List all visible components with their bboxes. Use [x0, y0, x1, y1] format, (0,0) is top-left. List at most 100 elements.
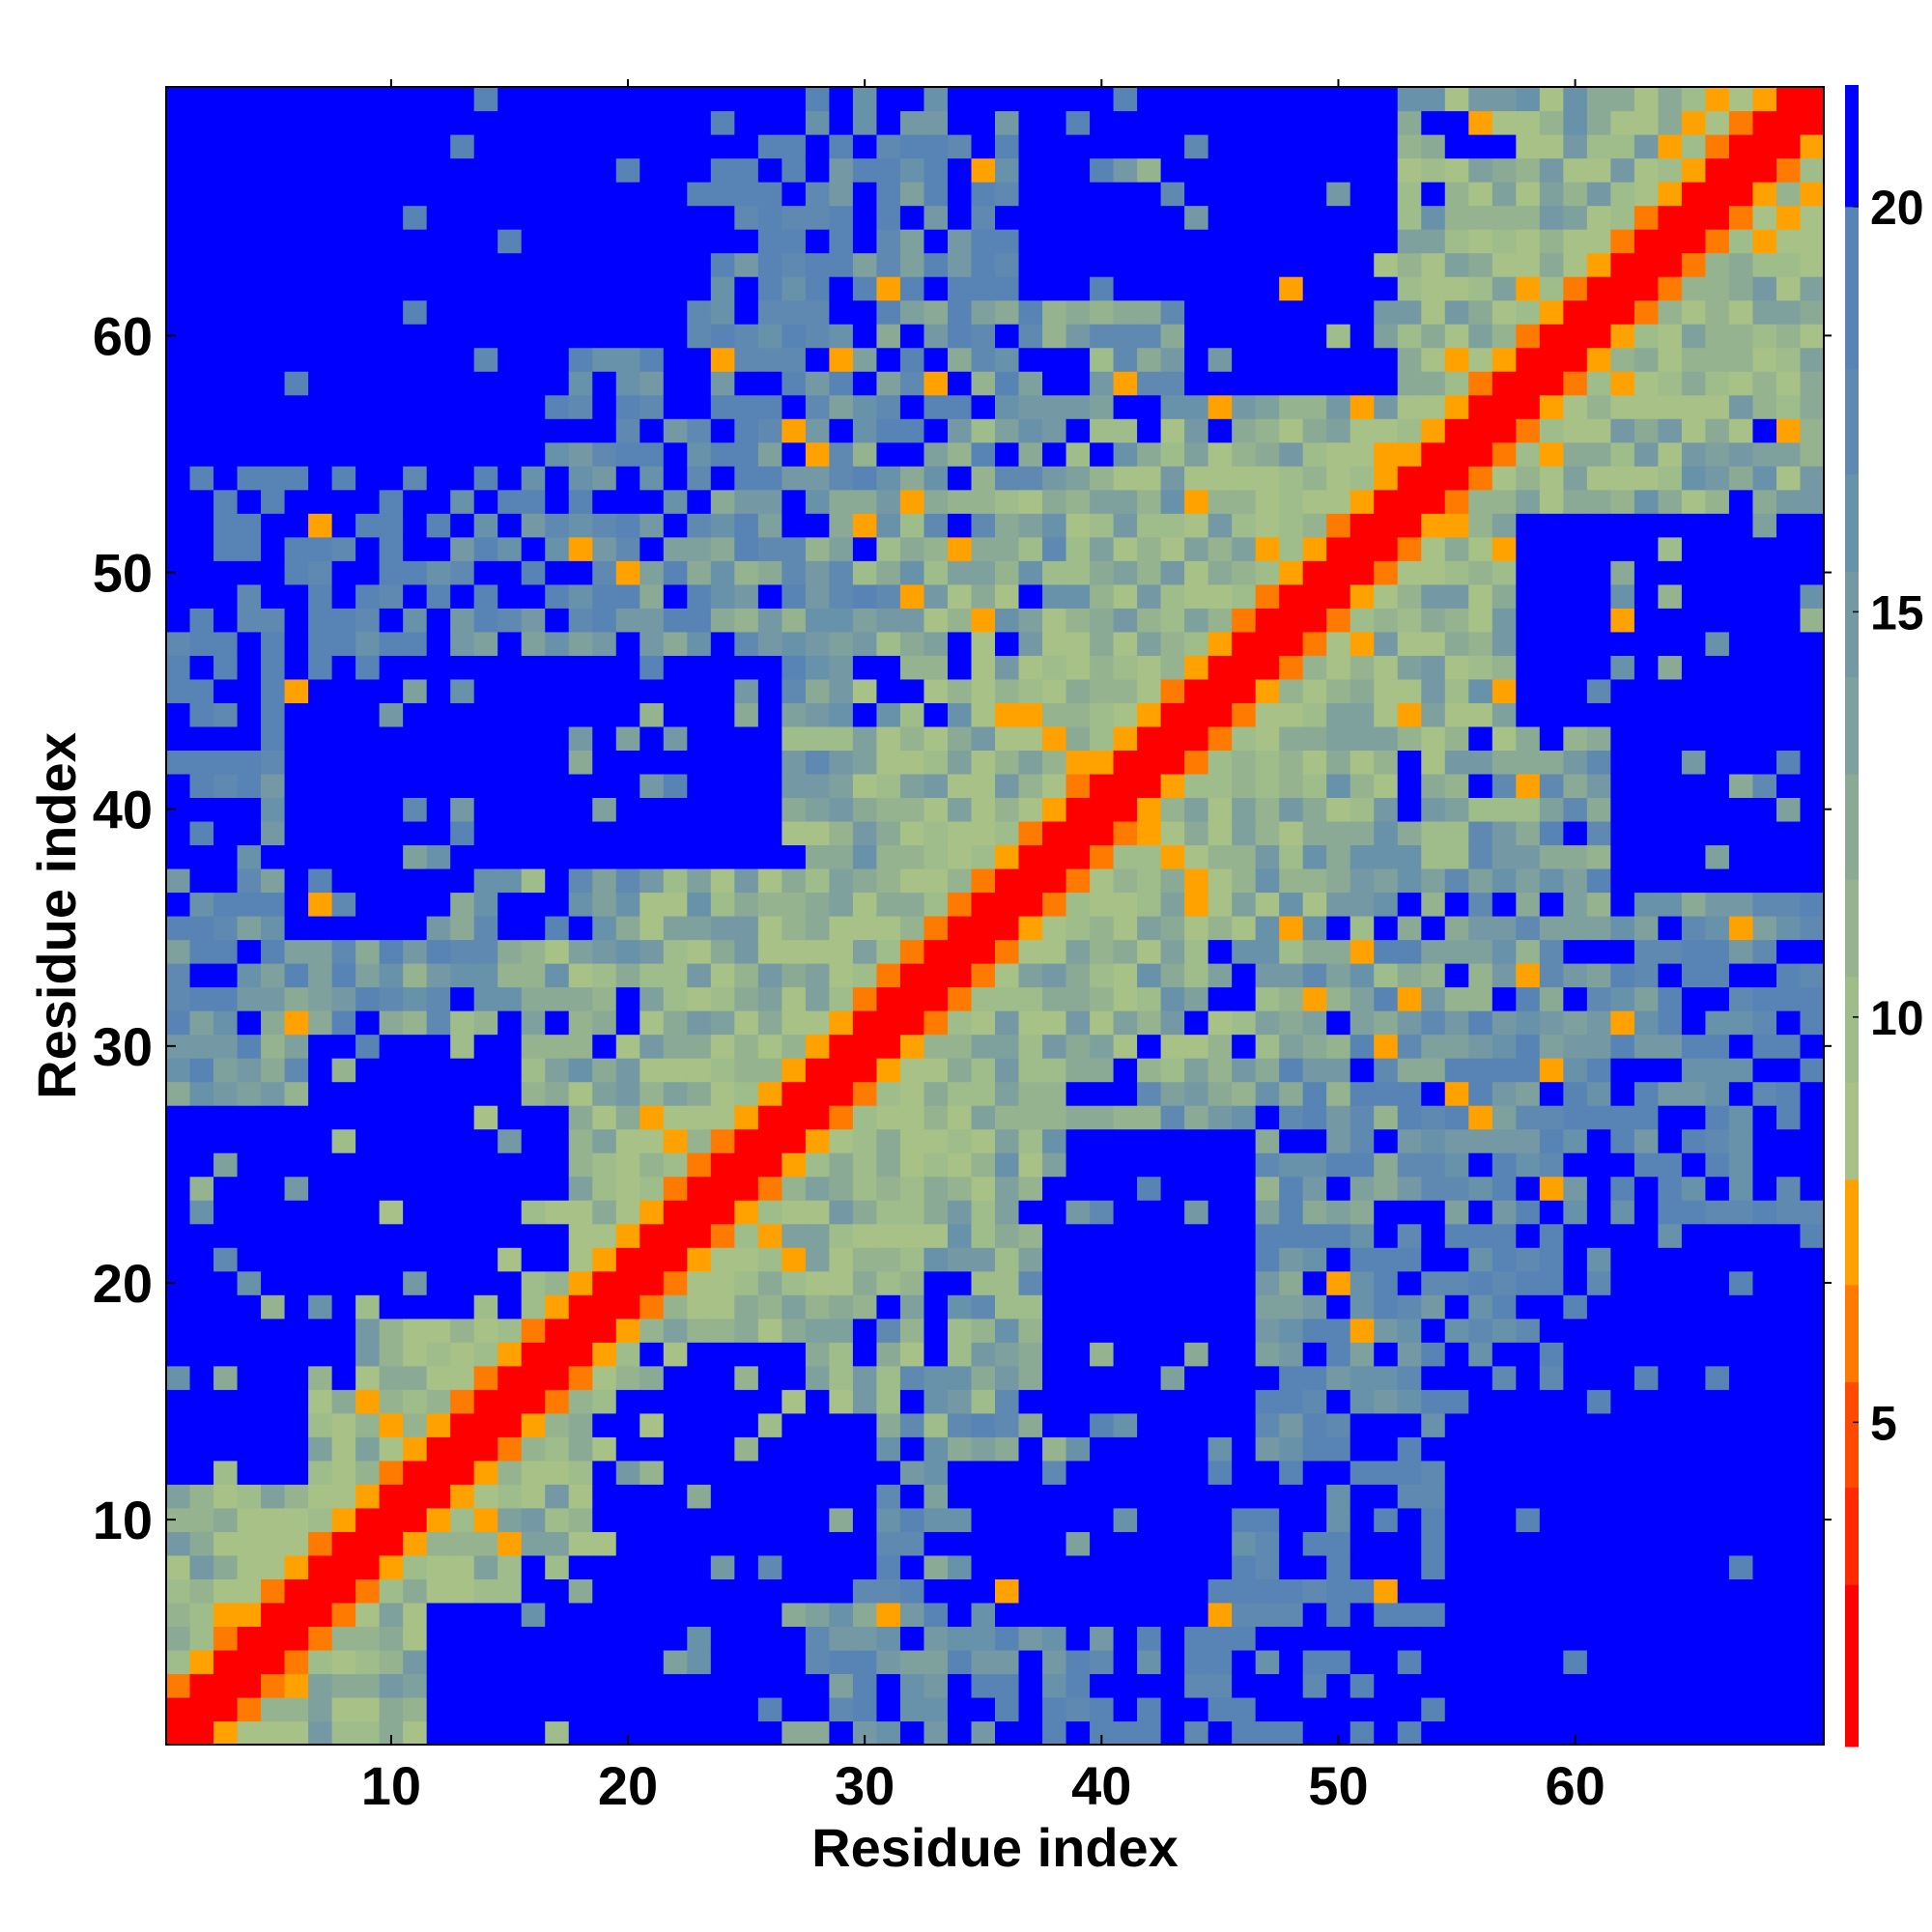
heatmap-cell	[1800, 466, 1825, 491]
heatmap-cell	[639, 229, 665, 254]
heatmap-cell	[308, 466, 333, 491]
heatmap-cell	[261, 1010, 286, 1036]
heatmap-cell	[1279, 1696, 1304, 1722]
heatmap-cell	[1705, 1578, 1730, 1604]
heatmap-cell	[1776, 1412, 1802, 1437]
heatmap-cell	[639, 1696, 665, 1722]
heatmap-cell	[1610, 702, 1635, 727]
heatmap-cell	[899, 820, 925, 846]
heatmap-cell	[734, 371, 759, 396]
heatmap-cell	[521, 678, 546, 703]
heatmap-cell	[687, 655, 712, 680]
heatmap-cell	[166, 441, 191, 467]
heatmap-cell	[1516, 867, 1541, 894]
heatmap-cell	[331, 276, 356, 301]
heatmap-cell	[355, 1531, 381, 1556]
heatmap-cell	[1184, 1531, 1209, 1556]
heatmap-cell	[1137, 1626, 1162, 1651]
heatmap-cell	[189, 513, 214, 538]
heatmap-cell	[1255, 1152, 1280, 1178]
heatmap-cell	[1468, 1247, 1493, 1272]
heatmap-cell	[545, 182, 570, 207]
heatmap-cell	[1705, 1365, 1730, 1390]
heatmap-cell	[923, 182, 949, 207]
heatmap-cell	[568, 1081, 593, 1106]
heatmap-cell	[1113, 844, 1138, 869]
heatmap-cell	[1539, 916, 1564, 941]
heatmap-cell	[1610, 276, 1635, 301]
heatmap-cell	[189, 1223, 214, 1248]
heatmap-cell	[971, 1152, 996, 1178]
heatmap-cell	[1350, 1484, 1375, 1509]
heatmap-cell	[947, 1389, 973, 1414]
heatmap-cell	[545, 1389, 570, 1414]
heatmap-cell	[1421, 441, 1446, 467]
heatmap-cell	[1610, 1389, 1635, 1414]
heatmap-cell	[1065, 1058, 1091, 1083]
heatmap-cell	[473, 631, 498, 656]
heatmap-cell	[568, 371, 593, 396]
heatmap-cell	[757, 252, 782, 277]
heatmap-cell	[1658, 844, 1683, 869]
heatmap-cell	[1539, 867, 1564, 894]
heatmap-cell	[1350, 87, 1375, 112]
heatmap-cell	[852, 252, 878, 277]
heatmap-cell	[1776, 394, 1802, 419]
x-tick-label: 60	[1545, 1755, 1605, 1816]
heatmap-cell	[1539, 797, 1564, 822]
heatmap-cell	[1444, 986, 1469, 1011]
heatmap-cell	[1516, 513, 1541, 538]
heatmap-cell	[1184, 513, 1209, 538]
heatmap-cell	[639, 182, 665, 207]
heatmap-cell	[497, 1436, 523, 1462]
heatmap-cell	[426, 513, 451, 538]
heatmap-cell	[639, 1223, 665, 1248]
heatmap-cell	[852, 1152, 878, 1178]
heatmap-cell	[1255, 347, 1280, 372]
heatmap-cell	[1681, 1034, 1707, 1059]
heatmap-cell	[687, 1673, 712, 1698]
heatmap-cell	[710, 1128, 735, 1153]
heatmap-cell	[473, 1673, 498, 1698]
heatmap-cell	[1586, 1270, 1611, 1295]
heatmap-cell	[1160, 1696, 1185, 1722]
heatmap-cell	[1634, 324, 1659, 349]
heatmap-cell	[521, 1531, 546, 1556]
heatmap-cell	[592, 229, 617, 254]
heatmap-cell	[781, 1696, 807, 1722]
heatmap-cell	[899, 489, 925, 514]
heatmap-cell	[663, 87, 688, 112]
heatmap-cell	[663, 939, 688, 964]
heatmap-cell	[1728, 560, 1754, 585]
heatmap-cell	[1160, 1460, 1185, 1485]
heatmap-cell	[876, 1720, 901, 1746]
heatmap-cell	[1137, 324, 1162, 349]
heatmap-cell	[1776, 1152, 1802, 1178]
heatmap-cell	[1279, 750, 1304, 775]
heatmap-cell	[592, 299, 617, 325]
heatmap-cell	[1800, 608, 1825, 633]
heatmap-cell	[1137, 134, 1162, 159]
heatmap-cell	[213, 608, 239, 633]
heatmap-cell	[805, 1128, 830, 1153]
heatmap-cell	[947, 986, 973, 1011]
heatmap-cell	[166, 1649, 191, 1675]
heatmap-cell	[1539, 513, 1564, 538]
heatmap-cell	[521, 773, 546, 799]
heatmap-cell	[521, 1200, 546, 1225]
heatmap-cell	[1563, 324, 1588, 349]
heatmap-cell	[734, 1152, 759, 1178]
heatmap-cell	[687, 1578, 712, 1604]
heatmap-cell	[1800, 963, 1825, 988]
heatmap-cell	[1374, 229, 1399, 254]
heatmap-cell	[1208, 1389, 1233, 1414]
heatmap-cell	[1255, 1484, 1280, 1509]
heatmap-cell	[497, 1412, 523, 1437]
heatmap-cell	[829, 489, 854, 514]
heatmap-cell	[1302, 986, 1327, 1011]
heatmap-cell	[568, 1034, 593, 1059]
heatmap-cell	[1042, 797, 1067, 822]
heatmap-cell	[403, 347, 428, 372]
heatmap-cell	[805, 1602, 830, 1628]
heatmap-cell	[1350, 1460, 1375, 1485]
